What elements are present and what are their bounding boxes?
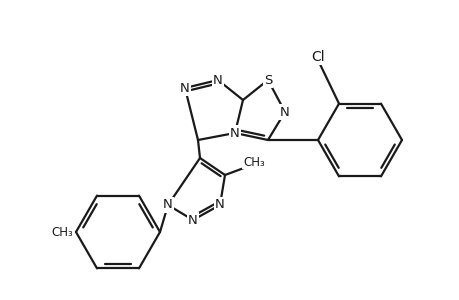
Text: N: N: [215, 199, 224, 212]
Text: N: N: [180, 82, 190, 94]
Text: Cl: Cl: [310, 50, 324, 64]
Text: N: N: [280, 106, 289, 118]
Text: CH₃: CH₃: [51, 226, 73, 238]
Text: N: N: [163, 199, 173, 212]
Text: CH₃: CH₃: [243, 155, 264, 169]
Text: N: N: [230, 127, 239, 140]
Text: N: N: [213, 74, 223, 86]
Text: S: S: [263, 74, 272, 86]
Text: N: N: [188, 214, 197, 226]
